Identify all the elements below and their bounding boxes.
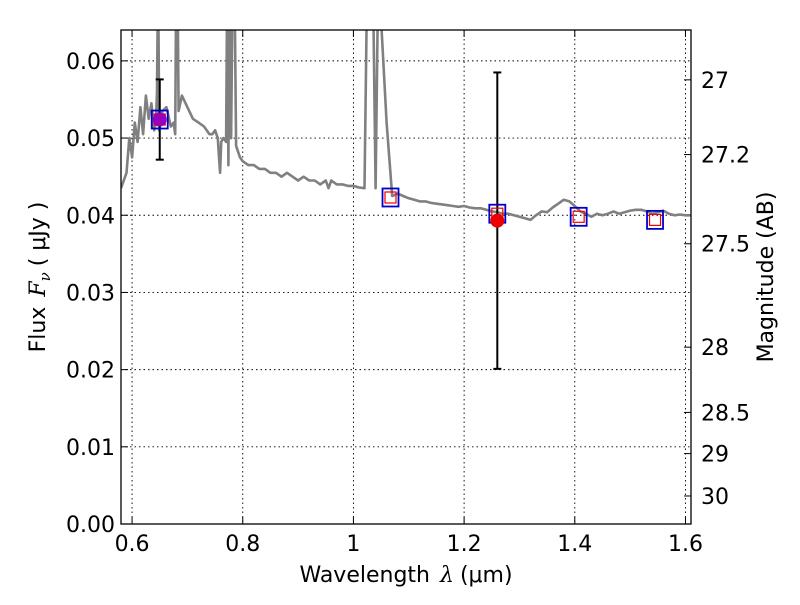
y-tick-label: 0.06: [66, 50, 115, 75]
plot-frame: [120, 29, 692, 525]
observed-point: [152, 112, 167, 127]
x-tick-label: 1.6: [668, 532, 703, 557]
sed-model-line: [121, 30, 691, 222]
model-point-outer: [381, 187, 400, 208]
y-tick-label: 0.05: [66, 127, 115, 152]
model-point-outer: [569, 206, 588, 227]
y-tick-label: 0.01: [66, 436, 115, 461]
model-point-inner: [384, 191, 397, 204]
model-point-inner: [648, 213, 662, 226]
x-tick-label: 0.8: [225, 532, 260, 557]
x-tick-label: 1: [346, 532, 360, 557]
sed-model: [121, 30, 691, 222]
right-tick-label: 28.5: [701, 401, 750, 426]
y-axis-label: Flux: [26, 307, 51, 353]
model-point-outer: [150, 109, 169, 130]
y-axis-subscript: ν: [36, 272, 54, 281]
observed-photometry: [152, 112, 505, 228]
model-point-outer: [646, 209, 664, 230]
model-point-inner: [572, 210, 585, 223]
y-tick-label: 0.04: [66, 204, 115, 229]
right-tick-label: 27.5: [701, 233, 750, 258]
right-tick-label: 30: [701, 485, 729, 510]
y-axis-title: Flux Fν ( μJy ): [26, 202, 54, 353]
right-tick-label: 29: [701, 443, 729, 468]
y-axis-ticks: 0.00 0.01 0.02 0.03 0.04 0.05 0.06: [66, 50, 128, 538]
y-tick-label: 0.00: [66, 513, 115, 538]
x-tick-label: 1.4: [557, 532, 592, 557]
right-tick-label: 27.2: [701, 144, 750, 169]
x-tick-label: 1.2: [447, 532, 482, 557]
x-tick-label: 0.6: [115, 532, 150, 557]
y-axis-symbol: F: [26, 281, 51, 298]
right-tick-label: 28: [701, 336, 729, 361]
model-photometry: [150, 109, 664, 230]
grid: [121, 30, 691, 525]
y-tick-label: 0.03: [66, 281, 115, 306]
x-axis-unit: (μm): [460, 563, 513, 588]
y-tick-label: 0.02: [66, 359, 115, 384]
right-tick-label: 27: [701, 69, 729, 94]
x-axis-symbol: λ: [439, 563, 454, 588]
right-axis-ticks: 27 27.2 27.5 28 28.5 29 30: [684, 69, 750, 510]
x-axis-title: Wavelength λ (μm): [299, 563, 512, 588]
y-axis-unit: ( μJy ): [26, 202, 51, 267]
error-bars: [155, 71, 502, 370]
observed-point: [490, 213, 505, 228]
x-axis-ticks: 0.6 0.8 1 1.2 1.4 1.6: [115, 30, 703, 557]
x-axis-label: Wavelength: [299, 563, 430, 588]
right-axis-title: Magnitude (AB): [754, 192, 779, 363]
